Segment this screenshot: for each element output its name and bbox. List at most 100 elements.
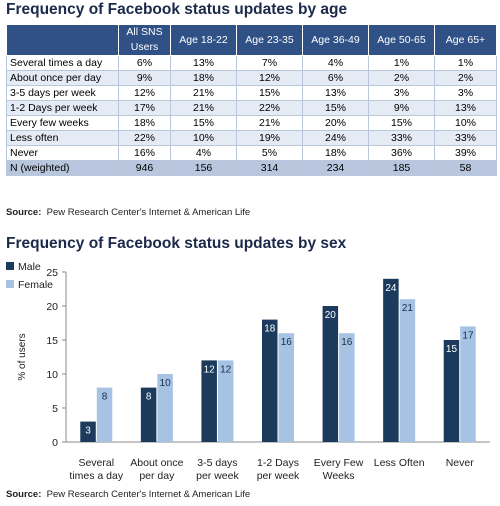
table-cell: 946	[118, 160, 171, 176]
bar-male	[140, 387, 157, 442]
header-cell: Age 36-49	[302, 24, 369, 56]
data-label: 18	[264, 324, 276, 335]
header-cell: Age 65+	[434, 24, 497, 56]
table-cell: 4%	[302, 55, 369, 71]
row-label: Every few weeks	[6, 115, 119, 131]
table-header-row: All SNS Users Age 18-22 Age 23-35 Age 36…	[6, 24, 497, 56]
table-cell: 16%	[118, 145, 171, 161]
y-tick-label: 5	[52, 403, 58, 415]
table-cell: 4%	[170, 145, 237, 161]
table-row: 3-5 days per week 12% 21% 15% 13% 3% 3%	[6, 85, 497, 101]
table-cell: 185	[368, 160, 435, 176]
table-cell: 3%	[368, 85, 435, 101]
x-tick-label: Weeks	[323, 470, 355, 482]
data-label: 8	[102, 392, 108, 403]
table-row-total: N (weighted) 946 156 314 234 185 58	[6, 160, 497, 176]
table-cell: 12%	[118, 85, 171, 101]
legend-swatch-female	[6, 280, 14, 288]
table-cell: 21%	[170, 85, 237, 101]
table-cell: 22%	[236, 100, 303, 116]
x-tick-label: Never	[446, 457, 475, 469]
data-label: 20	[325, 310, 337, 321]
data-label: 12	[220, 364, 232, 375]
bar-male	[201, 360, 217, 442]
bar-male	[262, 319, 278, 442]
header-cell: Age 50-65	[368, 24, 435, 56]
row-label: About once per day	[6, 70, 119, 86]
table-cell: 13%	[434, 100, 497, 116]
header-cell: Age 18-22	[170, 24, 237, 56]
table-cell: 10%	[434, 115, 497, 131]
source-text: Pew Research Center's Internet & America…	[46, 207, 251, 218]
table-cell: 3%	[434, 85, 497, 101]
table-cell: 12%	[236, 70, 303, 86]
row-label: 1-2 Days per week	[6, 100, 119, 116]
data-label: 12	[204, 364, 216, 375]
table-cell: 19%	[236, 130, 303, 146]
table-row: 1-2 Days per week 17% 21% 22% 15% 9% 13%	[6, 100, 497, 116]
bar-male	[383, 278, 399, 442]
source-text: Pew Research Center's Internet & America…	[46, 489, 251, 500]
header-cell: All SNS Users	[118, 24, 171, 56]
x-tick-label: Several	[78, 457, 114, 469]
x-tick-label: About once	[130, 457, 183, 469]
x-tick-label: per day	[139, 470, 175, 482]
bar-female	[96, 387, 113, 442]
table-cell: 13%	[170, 55, 237, 71]
data-label: 21	[402, 303, 414, 314]
table-cell: 6%	[302, 70, 369, 86]
table-cell: 6%	[118, 55, 171, 71]
table-cell: 9%	[368, 100, 435, 116]
table-cell: 33%	[434, 130, 497, 146]
data-label: 16	[341, 337, 353, 348]
table-cell: 15%	[170, 115, 237, 131]
table-cell: 7%	[236, 55, 303, 71]
table-cell: 1%	[434, 55, 497, 71]
bar-female	[157, 374, 173, 442]
data-label: 17	[462, 330, 474, 341]
table-cell: 18%	[170, 70, 237, 86]
data-label: 24	[385, 283, 397, 294]
chart-title: Frequency of Facebook status updates by …	[6, 235, 347, 252]
source-label: Source:	[6, 207, 42, 218]
y-axis-title: % of users	[17, 333, 28, 380]
y-tick-label: 20	[46, 301, 58, 313]
bar-female	[278, 333, 294, 442]
table-row: Less often 22% 10% 19% 24% 33% 33%	[6, 130, 497, 146]
row-label: 3-5 days per week	[6, 85, 119, 101]
y-tick-label: 10	[46, 369, 58, 381]
bar-female	[460, 326, 476, 442]
y-tick-label: 15	[46, 335, 58, 347]
table-row: Several times a day 6% 13% 7% 4% 1% 1%	[6, 55, 497, 71]
table-cell: 9%	[118, 70, 171, 86]
header-cell: Age 23-35	[236, 24, 303, 56]
table-cell: 36%	[368, 145, 435, 161]
y-tick-label: 0	[52, 437, 58, 449]
table-cell: 33%	[368, 130, 435, 146]
table-row: Every few weeks 18% 15% 21% 20% 15% 10%	[6, 115, 497, 131]
data-label: 8	[146, 392, 152, 403]
row-label: N (weighted)	[6, 160, 119, 176]
table-cell: 156	[170, 160, 237, 176]
table-cell: 58	[434, 160, 497, 176]
legend-swatch-male	[6, 262, 14, 270]
data-label: 15	[446, 344, 458, 355]
table-cell: 39%	[434, 145, 497, 161]
table-cell: 2%	[368, 70, 435, 86]
table-cell: 18%	[302, 145, 369, 161]
x-tick-label: Less Often	[374, 457, 425, 469]
table-cell: 234	[302, 160, 369, 176]
x-tick-label: Every Few	[314, 457, 364, 469]
y-tick-label: 25	[46, 267, 58, 279]
bar-male	[443, 340, 460, 442]
source-label: Source:	[6, 489, 42, 500]
x-tick-label: per week	[196, 470, 239, 482]
x-tick-label: 1-2 Days	[257, 457, 299, 469]
row-label: Several times a day	[6, 55, 119, 71]
table-row: Never 16% 4% 5% 18% 36% 39%	[6, 145, 497, 161]
table-cell: 15%	[302, 100, 369, 116]
legend-label-female: Female	[18, 279, 53, 291]
table-title: Frequency of Facebook status updates by …	[6, 1, 348, 18]
table-cell: 10%	[170, 130, 237, 146]
